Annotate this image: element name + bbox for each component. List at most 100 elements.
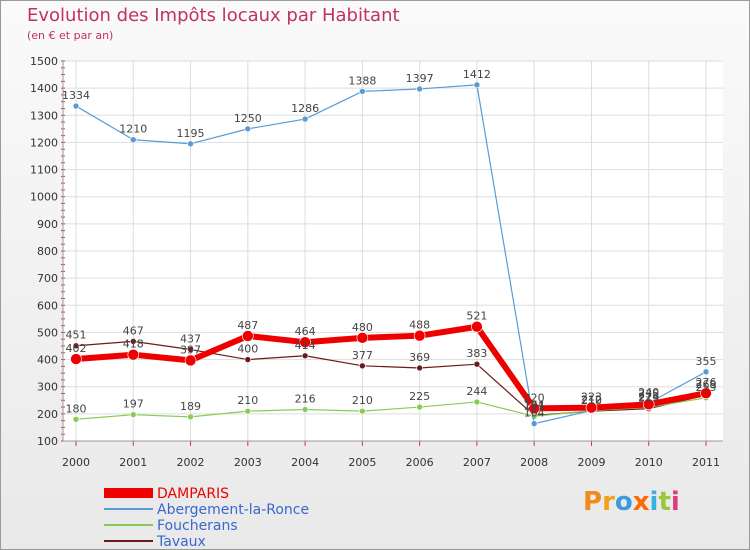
- data-point-foucherans: [473, 398, 481, 406]
- data-point-damparis: [642, 398, 655, 411]
- legend-label-abergement-la-ronce: Abergement-la-Ronce: [157, 502, 309, 518]
- x-tick-label: 2004: [291, 456, 319, 469]
- data-label-abergement-la-ronce: 1195: [177, 127, 205, 140]
- data-label-tavaux: 467: [123, 324, 144, 337]
- y-tick-label: 1500: [30, 55, 58, 68]
- data-point-abergement-la-ronce: [359, 88, 366, 95]
- axis-layer: 100 200 300 400 500 600 700 800 900 1000 1100 1200 1…: [30, 55, 723, 469]
- data-point-tavaux: [359, 362, 366, 370]
- grid-layer: [63, 60, 723, 442]
- y-tick-label: 1400: [30, 82, 58, 95]
- data-label-tavaux: 194: [524, 398, 545, 411]
- y-tick-label: 1300: [30, 109, 58, 122]
- data-label-tavaux: 437: [180, 333, 201, 346]
- legend-label-tavaux: Tavaux: [156, 534, 206, 549]
- data-label-tavaux: 377: [352, 349, 373, 362]
- data-label-layer: 451 467 437 400 414 377 369 383 194 210 219 269 180 1…: [62, 68, 717, 420]
- data-label-damparis: 402: [66, 342, 87, 355]
- data-label-foucherans: 225: [409, 390, 430, 403]
- data-label-abergement-la-ronce: 1286: [291, 102, 319, 115]
- data-point-foucherans: [187, 413, 194, 421]
- y-tick-label: 100: [37, 435, 58, 448]
- data-point-foucherans: [244, 407, 252, 415]
- data-point-tavaux: [473, 360, 481, 368]
- data-label-abergement-la-ronce: 240: [638, 386, 659, 399]
- data-point-abergement-la-ronce: [187, 140, 194, 148]
- data-label-foucherans: 259: [696, 381, 717, 394]
- chart-subtitle: (en € et par an): [27, 29, 114, 42]
- brand-letter: r: [602, 487, 615, 517]
- brand-letter: o: [614, 487, 633, 517]
- data-label-abergement-la-ronce: 1412: [463, 68, 491, 81]
- data-point-abergement-la-ronce: [129, 136, 137, 144]
- data-label-damparis: 220: [524, 391, 545, 404]
- data-point-damparis: [471, 320, 483, 333]
- data-label-abergement-la-ronce: 1388: [348, 74, 376, 87]
- y-tick-label: 200: [37, 408, 58, 421]
- data-point-damparis: [356, 332, 369, 344]
- data-label-damparis: 488: [409, 319, 430, 332]
- data-label-tavaux: 369: [409, 351, 430, 364]
- legend: DAMPARISAbergement-la-RonceFoucheransTav…: [104, 486, 309, 549]
- data-label-tavaux: 219: [638, 392, 659, 405]
- x-tick-label: 2002: [177, 456, 205, 469]
- data-label-damparis: 521: [466, 310, 487, 323]
- x-tick-label: 2007: [463, 456, 491, 469]
- data-label-tavaux: 414: [295, 339, 316, 352]
- y-tick-label: 900: [37, 218, 58, 231]
- data-point-abergement-la-ronce: [72, 102, 80, 110]
- data-label-damparis: 464: [295, 325, 316, 338]
- data-point-abergement-la-ronce: [416, 85, 423, 93]
- y-tick-label: 1200: [30, 136, 58, 149]
- data-label-damparis: 276: [696, 376, 717, 389]
- x-tick-label: 2010: [635, 456, 663, 469]
- data-point-foucherans: [301, 406, 309, 413]
- data-label-foucherans: 191: [524, 399, 545, 412]
- data-point-damparis: [127, 348, 140, 361]
- data-label-abergement-la-ronce: 164: [524, 407, 545, 420]
- brand-logo: Proxiti: [583, 487, 680, 517]
- x-tick-label: 2000: [62, 456, 90, 469]
- data-label-foucherans: 210: [237, 394, 258, 407]
- data-point-abergement-la-ronce: [530, 420, 538, 427]
- data-label-tavaux: 210: [581, 394, 602, 407]
- brand-letter: t: [658, 487, 671, 517]
- y-tick-label: 800: [37, 245, 58, 258]
- data-point-damparis: [700, 387, 712, 400]
- data-label-abergement-la-ronce: 1250: [234, 112, 262, 125]
- data-point-foucherans: [72, 415, 80, 423]
- data-label-foucherans: 180: [66, 402, 87, 415]
- brand-letter: x: [632, 487, 650, 517]
- data-point-tavaux: [129, 338, 137, 345]
- x-tick-label: 2001: [119, 456, 147, 469]
- data-label-damparis: 397: [180, 343, 201, 356]
- data-point-foucherans: [129, 411, 137, 418]
- data-label-foucherans: 197: [123, 398, 144, 411]
- data-label-damparis: 487: [237, 319, 258, 332]
- data-label-foucherans: 212: [581, 394, 602, 407]
- brand-letter: P: [583, 487, 603, 517]
- brand-letter: i: [649, 487, 659, 517]
- data-point-damparis: [299, 336, 311, 349]
- x-tick-label: 2008: [520, 456, 548, 469]
- data-point-foucherans: [416, 403, 423, 411]
- y-tick-label: 1000: [30, 191, 58, 204]
- x-tick-label: 2009: [577, 456, 605, 469]
- data-point-damparis: [70, 353, 82, 365]
- data-label-foucherans: 216: [295, 393, 316, 406]
- series-line-damparis: [75, 323, 707, 412]
- data-label-foucherans: 210: [352, 394, 373, 407]
- y-tick-label: 300: [37, 381, 58, 394]
- data-point-damparis: [413, 329, 426, 342]
- data-label-damparis: 418: [123, 338, 144, 351]
- data-label-tavaux: 451: [66, 329, 87, 342]
- y-tick-label: 1100: [30, 164, 58, 177]
- data-label-abergement-la-ronce: 1397: [406, 72, 434, 85]
- data-point-abergement-la-ronce: [702, 368, 710, 376]
- data-label-foucherans: 244: [466, 385, 487, 398]
- data-label-abergement-la-ronce: 1334: [62, 89, 90, 102]
- data-label-tavaux: 383: [466, 347, 487, 360]
- data-point-damparis: [184, 354, 197, 367]
